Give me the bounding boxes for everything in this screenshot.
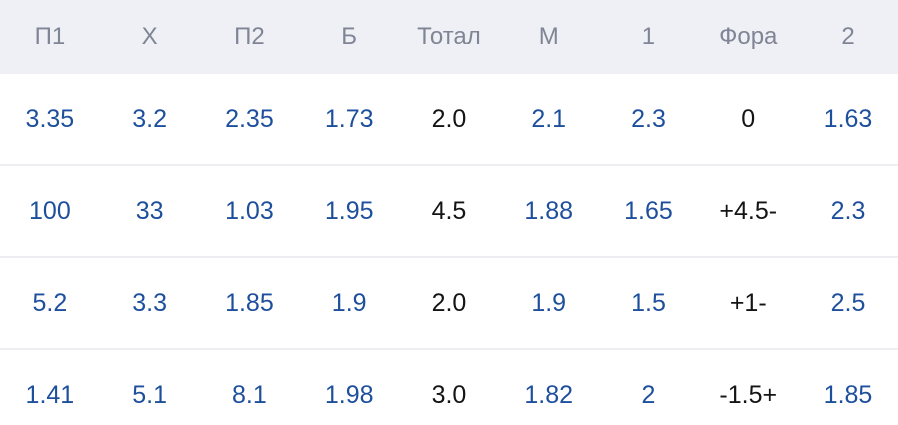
handicap-value: +1- — [729, 288, 767, 317]
handicap-value: -1.5+ — [719, 381, 778, 409]
odds-handicap-1[interactable]: 2.3 — [631, 104, 666, 133]
odds-x[interactable]: 3.2 — [132, 104, 168, 133]
odds-p2[interactable]: 1.03 — [225, 196, 274, 225]
odds-under[interactable]: 1.82 — [524, 381, 574, 409]
header-total: Тотал — [417, 23, 481, 50]
header-p1: П1 — [34, 23, 66, 50]
table-row: 5.2 3.3 1.85 1.9 2.0 1.9 1.5 +1- 2.5 — [0, 258, 898, 350]
odds-p1[interactable]: 5.2 — [32, 288, 68, 317]
odds-handicap-2[interactable]: 1.63 — [823, 104, 873, 133]
odds-over[interactable]: 1.95 — [324, 196, 374, 225]
header-handicap: Фора — [719, 23, 778, 50]
odds-handicap-1[interactable]: 1.5 — [631, 288, 666, 317]
odds-handicap-1[interactable]: 1.65 — [624, 196, 673, 225]
odds-handicap-2[interactable]: 2.5 — [830, 288, 866, 317]
table-row: 1.41 5.1 8.1 1.98 3.0 1.82 2 -1.5+ 1.85 — [0, 350, 898, 425]
odds-handicap-2[interactable]: 2.3 — [830, 196, 866, 225]
odds-p2[interactable]: 8.1 — [232, 381, 267, 409]
odds-p2[interactable]: 1.85 — [225, 288, 274, 317]
table-row: 100 33 1.03 1.95 4.5 1.88 1.65 +4.5- 2.3 — [0, 166, 898, 258]
odds-under[interactable]: 1.88 — [524, 196, 574, 225]
header-under: М — [538, 23, 559, 50]
odds-p1[interactable]: 100 — [29, 196, 71, 225]
odds-x[interactable]: 3.3 — [132, 288, 168, 317]
total-value: 3.0 — [431, 381, 467, 409]
header-p2: П2 — [234, 23, 265, 50]
header-handicap-2: 2 — [841, 23, 855, 50]
odds-handicap-2[interactable]: 1.85 — [823, 381, 873, 409]
table-header: П1 Х П2 Б Тотал М 1 Фора 2 — [0, 0, 898, 74]
odds-over[interactable]: 1.73 — [324, 104, 374, 133]
total-value: 4.5 — [431, 196, 467, 225]
table-row: 3.35 3.2 2.35 1.73 2.0 2.1 2.3 0 1.63 — [0, 74, 898, 166]
handicap-value: +4.5- — [719, 196, 778, 225]
odds-under[interactable]: 1.9 — [531, 288, 567, 317]
header-over: Б — [341, 23, 358, 50]
total-value: 2.0 — [431, 104, 467, 133]
header-x: Х — [141, 23, 158, 50]
odds-p1[interactable]: 1.41 — [25, 381, 75, 409]
odds-over[interactable]: 1.9 — [331, 288, 367, 317]
odds-x[interactable]: 5.1 — [132, 381, 168, 409]
header-handicap-1: 1 — [641, 23, 656, 50]
odds-x[interactable]: 33 — [135, 196, 164, 225]
handicap-value: 0 — [741, 104, 756, 133]
total-value: 2.0 — [431, 288, 467, 317]
odds-p2[interactable]: 2.35 — [225, 104, 274, 133]
odds-p1[interactable]: 3.35 — [25, 104, 75, 133]
odds-handicap-1[interactable]: 2 — [641, 381, 656, 409]
odds-over[interactable]: 1.98 — [324, 381, 374, 409]
odds-under[interactable]: 2.1 — [531, 104, 567, 133]
